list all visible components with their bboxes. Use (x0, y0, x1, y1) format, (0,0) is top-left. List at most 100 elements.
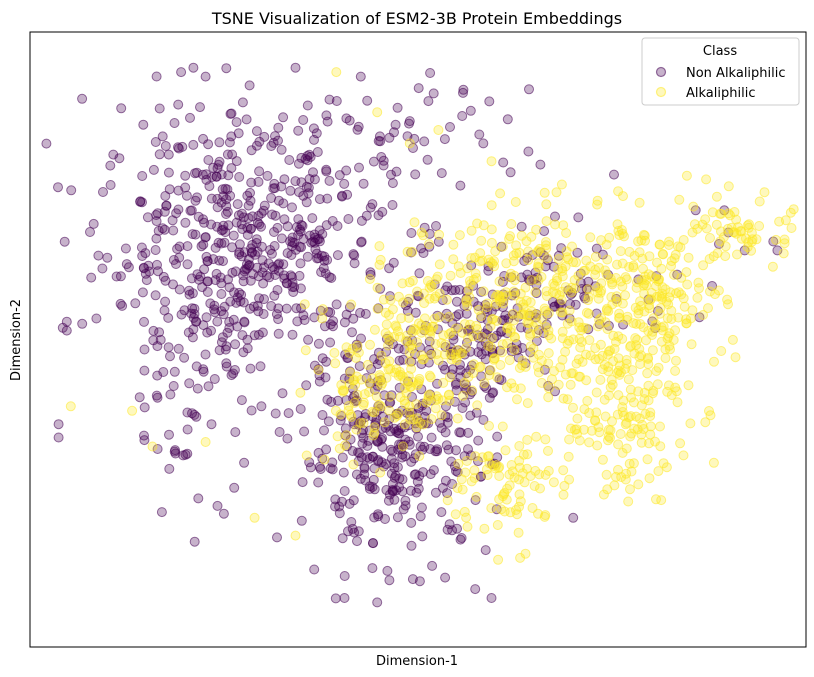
scatter-point (140, 268, 151, 279)
scatter-point (247, 211, 258, 222)
scatter-point (480, 545, 491, 556)
scatter-point (214, 255, 225, 266)
scatter-point (453, 458, 464, 469)
scatter-point (615, 246, 626, 257)
scatter-point (528, 343, 539, 354)
scatter-point (138, 262, 149, 273)
scatter-point (620, 290, 631, 301)
scatter-point (603, 366, 614, 377)
scatter-point (668, 335, 679, 345)
scatter-point (169, 118, 180, 128)
scatter-point (542, 253, 553, 264)
scatter-point (590, 251, 601, 262)
scatter-point (403, 312, 414, 323)
scatter-point (592, 199, 603, 210)
scatter-point (160, 296, 171, 307)
scatter-point (486, 200, 497, 211)
scatter-point (448, 254, 459, 265)
scatter-point (418, 248, 429, 258)
scatter-point (330, 358, 341, 369)
scatter-point (600, 411, 611, 422)
scatter-point (678, 450, 689, 461)
scatter-point (134, 392, 145, 403)
scatter-point (428, 88, 439, 99)
scatter-point (462, 521, 473, 532)
scatter-point (666, 260, 676, 271)
scatter-point (359, 462, 370, 473)
scatter-point (195, 102, 205, 113)
scatter-point (602, 254, 613, 265)
scatter-point (341, 342, 352, 353)
scatter-point (638, 424, 649, 434)
scatter-point (130, 298, 141, 309)
scatter-point (704, 406, 714, 416)
scatter-point (296, 515, 307, 526)
scatter-point (625, 411, 636, 422)
scatter-point (655, 303, 666, 314)
scatter-point (725, 210, 736, 221)
scatter-point (479, 523, 490, 534)
scatter-point (159, 305, 170, 316)
scatter-point (61, 325, 72, 336)
scatter-point (543, 325, 554, 336)
scatter-point (218, 256, 228, 267)
scatter-point (476, 311, 486, 321)
scatter-point (458, 84, 469, 95)
scatter-point (457, 111, 468, 121)
scatter-point (373, 509, 383, 520)
scatter-point (509, 472, 520, 483)
scatter-point (425, 469, 436, 480)
scatter-point (653, 466, 664, 477)
scatter-point (180, 182, 191, 193)
scatter-point (505, 507, 516, 518)
scatter-point (670, 365, 681, 376)
scatter-point (228, 230, 239, 241)
scatter-point (516, 221, 527, 232)
scatter-point (373, 136, 384, 146)
scatter-point (88, 218, 99, 229)
scatter-point (278, 259, 289, 270)
scatter-point (682, 279, 693, 290)
scatter-point (472, 400, 483, 411)
scatter-point (590, 343, 601, 354)
scatter-point (180, 170, 191, 181)
scatter-point (524, 84, 534, 95)
scatter-point (455, 534, 466, 545)
scatter-point (258, 309, 269, 319)
scatter-point (356, 374, 367, 385)
scatter-point (77, 93, 88, 104)
scatter-point (779, 234, 790, 245)
scatter-point (502, 338, 512, 349)
scatter-point (504, 469, 515, 480)
scatter-point (385, 391, 395, 402)
scatter-point (413, 83, 424, 94)
scatter-point (440, 285, 451, 296)
scatter-point (311, 128, 322, 139)
scatter-point (417, 531, 428, 542)
scatter-point (150, 137, 161, 147)
scatter-point (413, 431, 423, 442)
scatter-point (211, 268, 222, 279)
scatter-point (465, 105, 476, 116)
scatter-point (708, 457, 719, 468)
scatter-point (276, 144, 287, 155)
scatter-point (553, 379, 564, 390)
scatter-point (203, 139, 214, 150)
scatter-point (605, 273, 616, 284)
scatter-point (326, 396, 337, 407)
scatter-point (683, 380, 694, 391)
scatter-point (324, 94, 335, 105)
scatter-point (452, 413, 463, 424)
scatter-point (182, 241, 193, 252)
scatter-point (256, 241, 267, 252)
scatter-point (220, 183, 231, 194)
scatter-point (139, 430, 149, 441)
scatter-point (221, 209, 232, 219)
scatter-point (626, 466, 637, 477)
scatter-point (293, 125, 304, 136)
scatter-point (489, 261, 500, 272)
scatter-point (304, 230, 315, 241)
scatter-point (308, 167, 318, 178)
scatter-point (368, 538, 378, 549)
scatter-point (430, 403, 441, 414)
